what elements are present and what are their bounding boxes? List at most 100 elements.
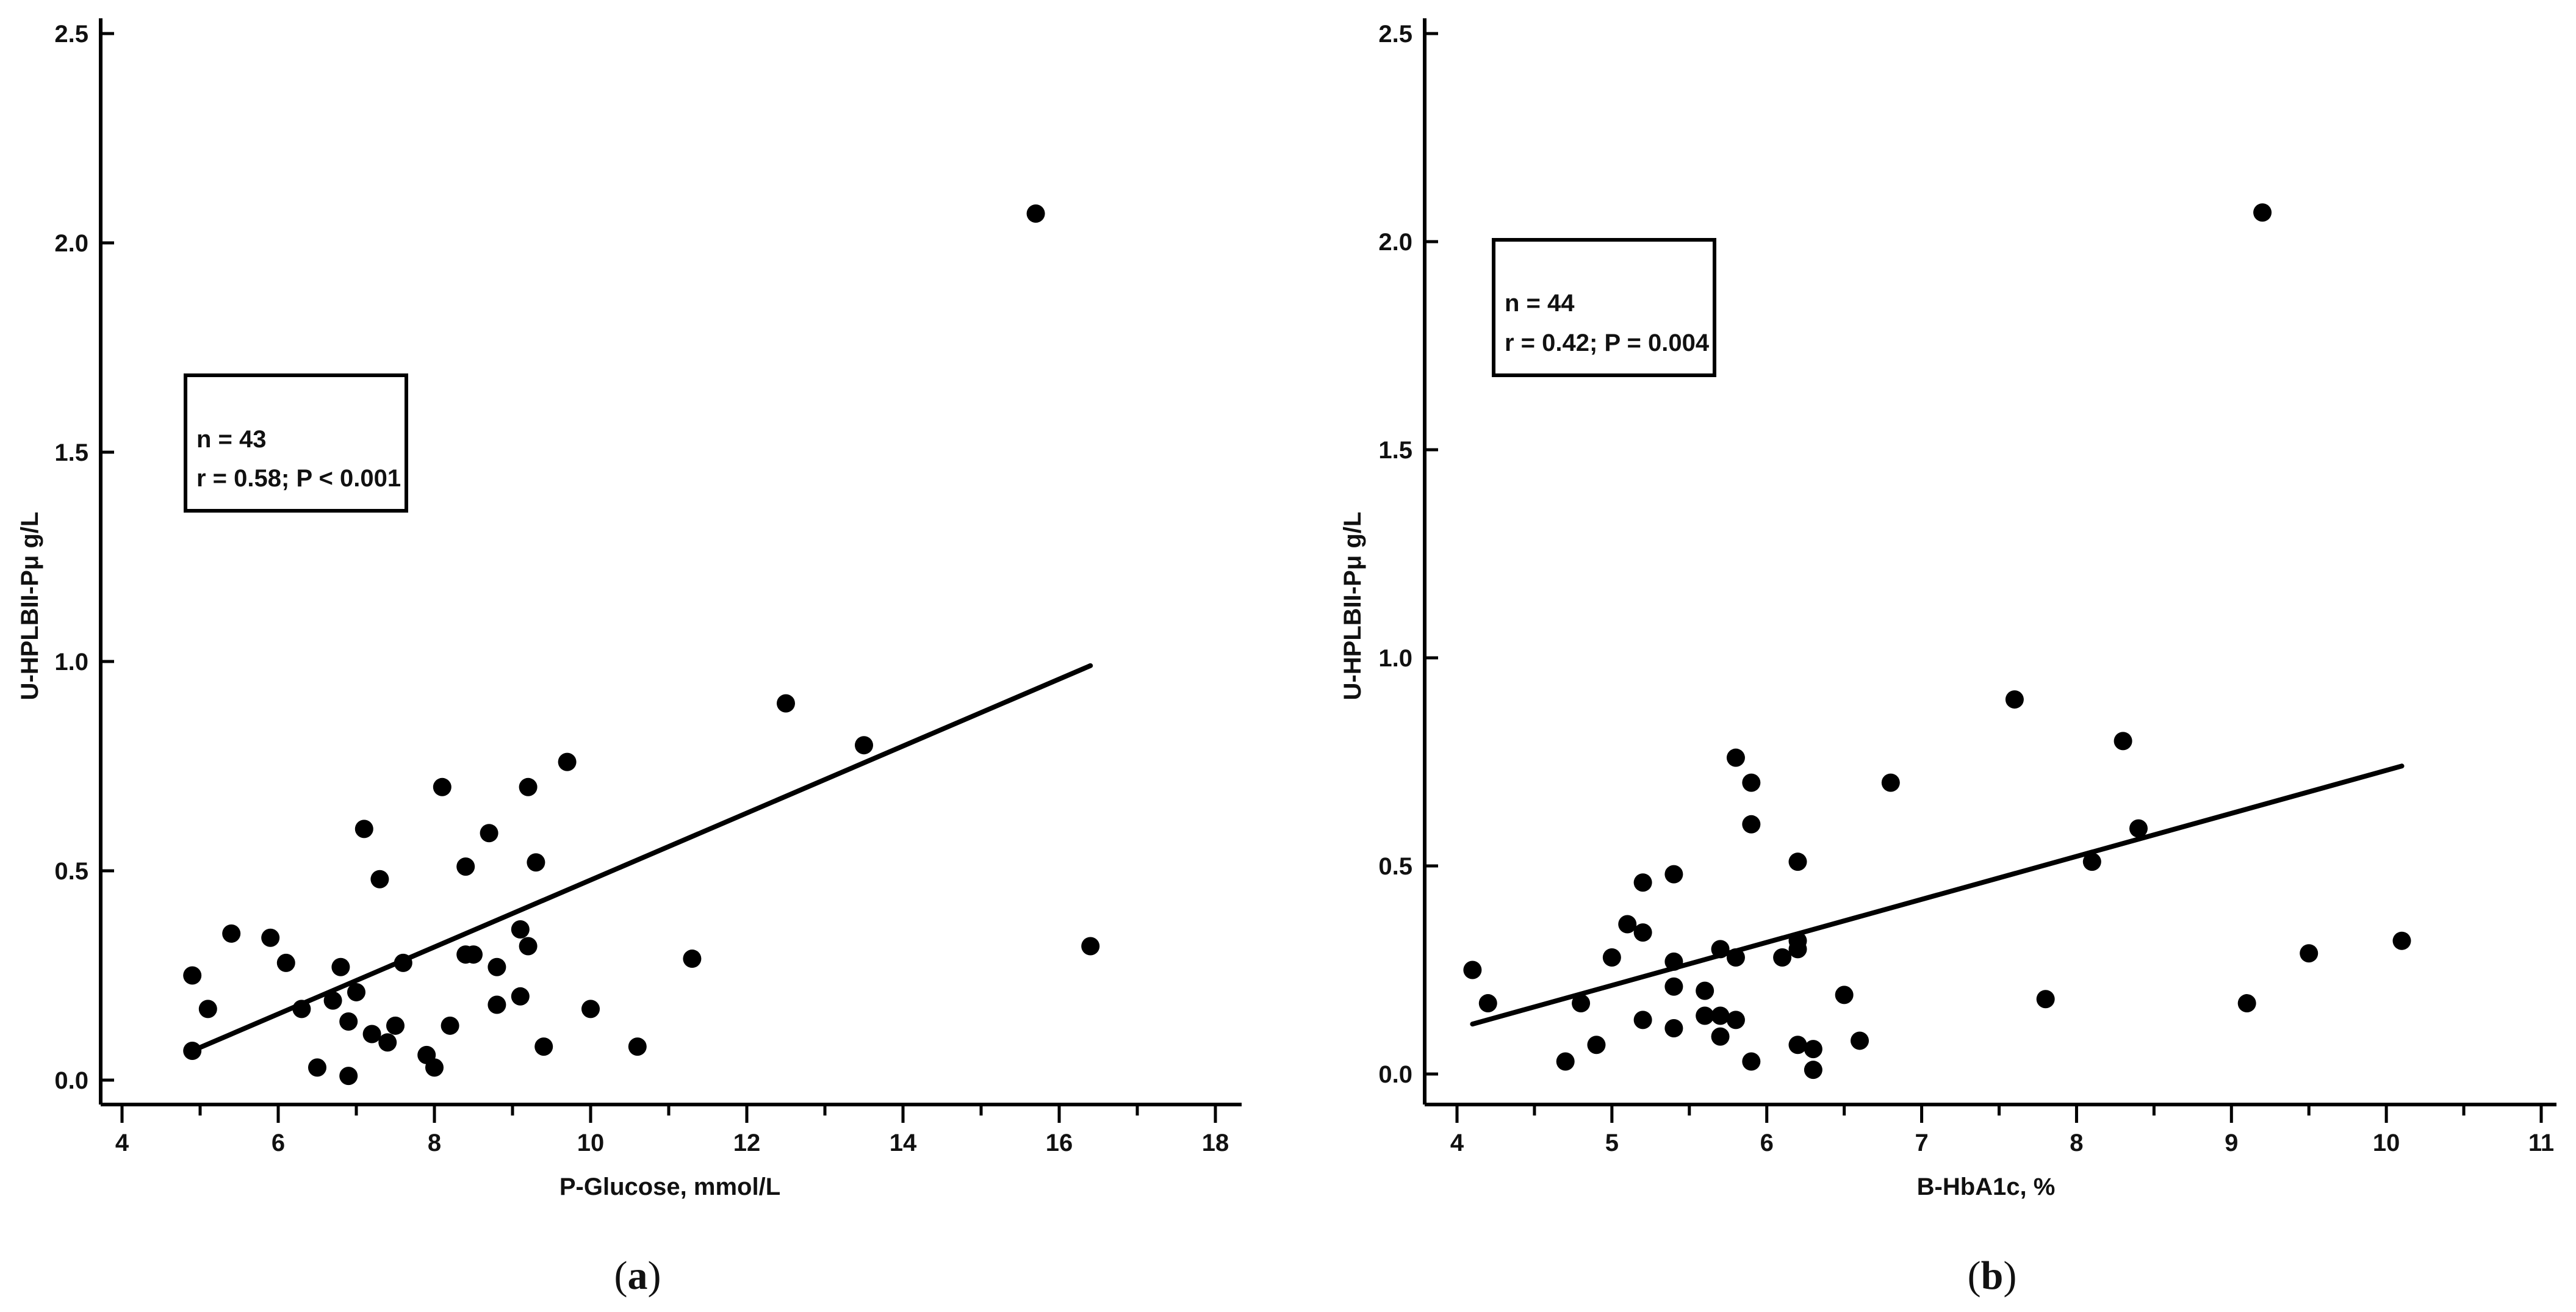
data-point bbox=[683, 950, 702, 968]
data-point bbox=[511, 920, 530, 939]
y-tick-label: 1.0 bbox=[1378, 645, 1412, 672]
data-point bbox=[1881, 773, 1900, 792]
data-point bbox=[456, 857, 475, 876]
data-point bbox=[323, 991, 342, 1010]
data-point bbox=[1851, 1031, 1869, 1050]
y-tick-label: 2.5 bbox=[54, 21, 88, 48]
annotation-n: n = 44 bbox=[1505, 290, 1575, 317]
y-tick-label: 0.0 bbox=[1378, 1061, 1412, 1088]
panel-label: (b) bbox=[1968, 1253, 2017, 1298]
data-point bbox=[2082, 852, 2101, 871]
data-point bbox=[1463, 961, 1482, 979]
x-tick-label: 12 bbox=[733, 1130, 761, 1156]
data-point bbox=[1711, 1027, 1730, 1046]
x-tick-label: 5 bbox=[1605, 1130, 1619, 1156]
data-point bbox=[1664, 977, 1683, 996]
y-tick-label: 1.5 bbox=[1378, 437, 1412, 464]
data-point bbox=[354, 820, 373, 838]
data-point bbox=[1633, 923, 1652, 942]
data-point bbox=[1835, 986, 1854, 1004]
x-tick-label: 16 bbox=[1046, 1130, 1073, 1156]
data-point bbox=[1788, 852, 1807, 871]
x-tick-label: 18 bbox=[1202, 1130, 1229, 1156]
data-point bbox=[1742, 1052, 1761, 1071]
y-tick-label: 1.0 bbox=[54, 649, 88, 676]
x-tick-label: 4 bbox=[115, 1130, 129, 1156]
data-point bbox=[1804, 1040, 1822, 1059]
data-point bbox=[519, 777, 538, 796]
data-point bbox=[1788, 1036, 1807, 1054]
data-point bbox=[1664, 865, 1683, 884]
data-point bbox=[1587, 1036, 1606, 1054]
x-tick-label: 7 bbox=[1915, 1130, 1928, 1156]
data-point bbox=[292, 1000, 311, 1018]
data-point bbox=[628, 1037, 647, 1056]
data-point bbox=[331, 957, 350, 976]
data-point bbox=[1804, 1061, 1822, 1080]
data-point bbox=[1602, 948, 1621, 967]
data-point bbox=[1726, 948, 1745, 967]
regression-line bbox=[190, 663, 1093, 1053]
data-point bbox=[1742, 773, 1761, 792]
y-tick-label: 0.5 bbox=[54, 858, 88, 885]
data-point bbox=[347, 982, 365, 1001]
data-point bbox=[2392, 931, 2411, 950]
data-point bbox=[464, 945, 483, 964]
data-point bbox=[1618, 915, 1637, 934]
data-point bbox=[339, 1067, 358, 1086]
data-point bbox=[2036, 990, 2055, 1009]
data-point bbox=[308, 1058, 326, 1077]
data-point bbox=[1664, 952, 1683, 971]
data-point bbox=[276, 953, 295, 972]
x-tick-label: 8 bbox=[2070, 1130, 2083, 1156]
data-point bbox=[2005, 690, 2024, 709]
y-axis-label: U-HPLBII-Pμ g/L bbox=[16, 512, 43, 701]
data-point bbox=[183, 1041, 202, 1060]
data-point bbox=[370, 870, 389, 888]
data-point bbox=[1788, 940, 1807, 959]
x-tick-label: 14 bbox=[890, 1130, 917, 1156]
data-point bbox=[2129, 819, 2148, 838]
data-point bbox=[855, 736, 873, 755]
data-point bbox=[433, 777, 452, 796]
data-point bbox=[534, 1037, 553, 1056]
data-point bbox=[1726, 748, 1745, 767]
data-point bbox=[1664, 1018, 1683, 1037]
data-point bbox=[1572, 994, 1591, 1013]
data-point bbox=[1726, 1011, 1745, 1029]
data-point bbox=[2253, 203, 2272, 222]
x-tick-label: 8 bbox=[428, 1130, 441, 1156]
x-tick-label: 11 bbox=[2528, 1130, 2554, 1156]
data-point bbox=[441, 1016, 459, 1035]
data-point bbox=[1773, 948, 1792, 967]
data-point bbox=[394, 953, 412, 972]
data-point bbox=[1696, 1006, 1714, 1025]
data-point bbox=[487, 957, 506, 976]
data-point bbox=[198, 1000, 217, 1018]
y-tick-label: 2.5 bbox=[1378, 21, 1412, 48]
data-point bbox=[386, 1016, 405, 1035]
chart-panel-a: n = 43 r = 0.58; P < 0.001 P-Glucose, mm… bbox=[16, 18, 1242, 1298]
data-point bbox=[487, 995, 506, 1014]
data-point bbox=[222, 924, 241, 943]
data-point bbox=[581, 1000, 600, 1018]
data-point bbox=[2300, 944, 2319, 963]
data-point bbox=[1742, 815, 1761, 834]
annotation-box: n = 44 r = 0.42; P = 0.004 bbox=[1492, 238, 1716, 377]
data-point bbox=[1711, 1006, 1730, 1025]
data-point bbox=[261, 928, 280, 947]
y-tick-label: 1.5 bbox=[54, 439, 88, 466]
x-tick-label: 10 bbox=[2373, 1130, 2400, 1156]
y-tick-label: 2.0 bbox=[1378, 229, 1412, 256]
annotation-stats: r = 0.58; P < 0.001 bbox=[196, 465, 401, 492]
x-tick-label: 9 bbox=[2225, 1130, 2238, 1156]
y-tick-label: 2.0 bbox=[54, 230, 88, 257]
data-point bbox=[378, 1033, 397, 1052]
data-point bbox=[480, 824, 498, 843]
data-point bbox=[362, 1025, 381, 1043]
regression-line bbox=[1470, 763, 2405, 1027]
x-tick-label: 10 bbox=[577, 1130, 605, 1156]
x-axis-label: B-HbA1c, % bbox=[1917, 1173, 2056, 1200]
annotation-n: n = 43 bbox=[196, 426, 267, 453]
